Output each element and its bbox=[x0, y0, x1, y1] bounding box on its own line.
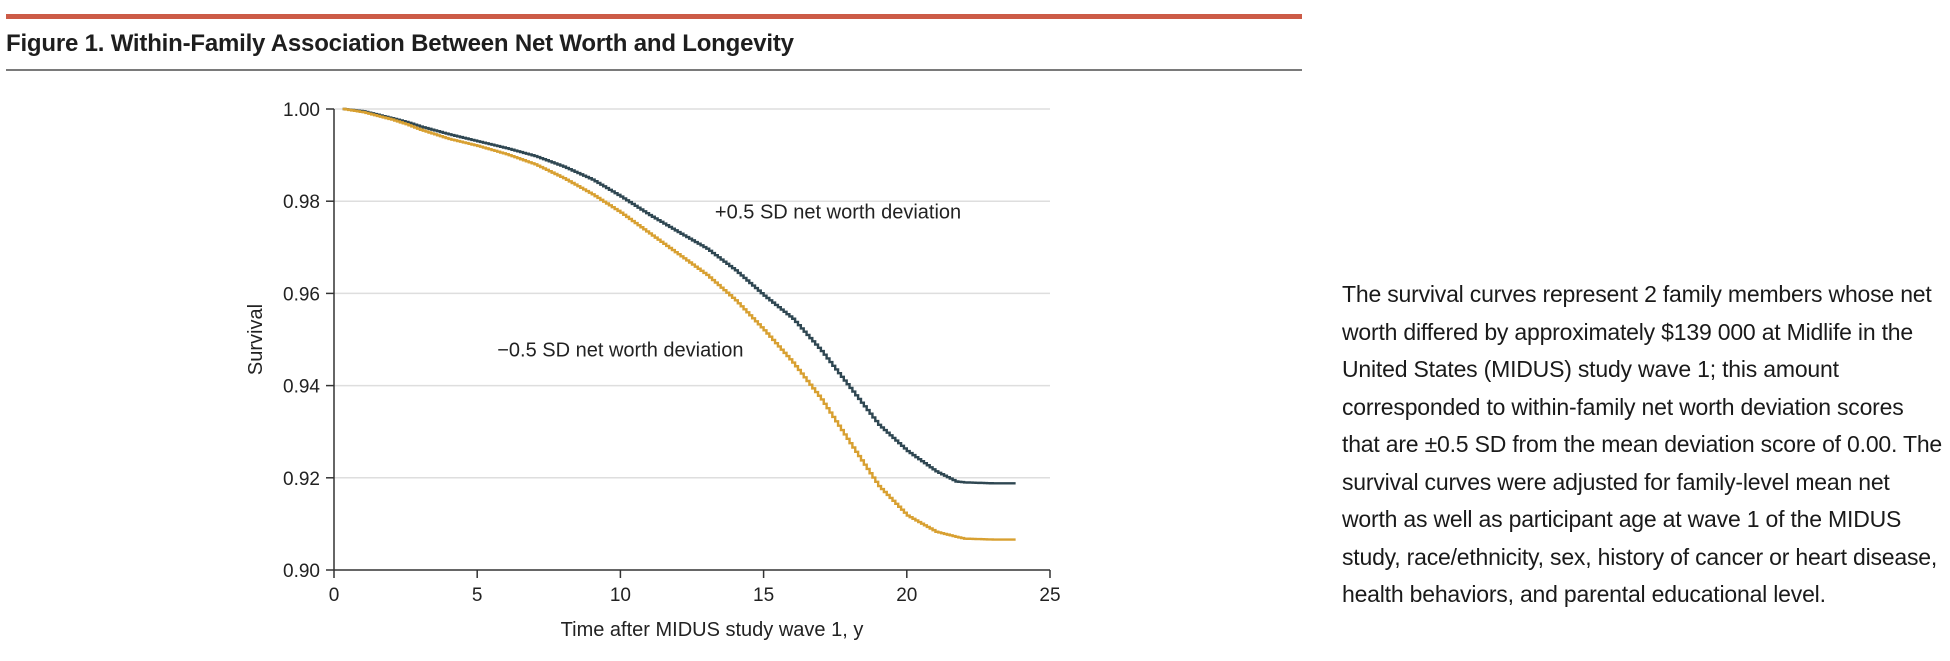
x-axis-title: Time after MIDUS study wave 1, y bbox=[561, 619, 864, 641]
x-tick-label-2: 10 bbox=[610, 585, 631, 606]
y-tick-label-5: 1.00 bbox=[283, 100, 320, 121]
figure-title-underline bbox=[6, 69, 1302, 71]
chart-labels: 0.90 0.92 0.94 0.96 0.98 1.00 0 5 10 15 20 25 Time a… bbox=[245, 100, 1061, 641]
x-tick-label-3: 15 bbox=[753, 585, 774, 606]
y-tick-label-4: 0.98 bbox=[283, 192, 320, 213]
series-label-1: −0.5 SD net worth deviation bbox=[497, 340, 743, 362]
survival-chart: 0.90 0.92 0.94 0.96 0.98 1.00 0 5 10 15 20 25 Time a… bbox=[245, 100, 1061, 641]
chart-axes bbox=[326, 108, 1051, 578]
x-tick-label-1: 5 bbox=[472, 585, 483, 606]
series-line-0 bbox=[342, 107, 1016, 485]
y-tick-label-0: 0.90 bbox=[283, 561, 320, 582]
chart-gridlines bbox=[334, 108, 1050, 479]
figure-caption: The survival curves represent 2 family m… bbox=[1342, 281, 1943, 607]
figure-title: Figure 1. Within-Family Association Betw… bbox=[6, 30, 794, 57]
y-tick-label-1: 0.92 bbox=[283, 469, 320, 490]
x-tick-label-5: 25 bbox=[1039, 585, 1060, 606]
y-tick-label-3: 0.96 bbox=[283, 284, 320, 305]
series-line-1 bbox=[342, 107, 1016, 541]
chart-series bbox=[342, 107, 1016, 541]
figure-top-accent-rule bbox=[6, 14, 1302, 19]
x-tick-label-4: 20 bbox=[896, 585, 917, 606]
y-axis-title: Survival bbox=[245, 304, 267, 375]
y-tick-label-2: 0.94 bbox=[283, 377, 320, 398]
x-tick-label-0: 0 bbox=[329, 585, 340, 606]
series-label-0: +0.5 SD net worth deviation bbox=[715, 201, 961, 223]
